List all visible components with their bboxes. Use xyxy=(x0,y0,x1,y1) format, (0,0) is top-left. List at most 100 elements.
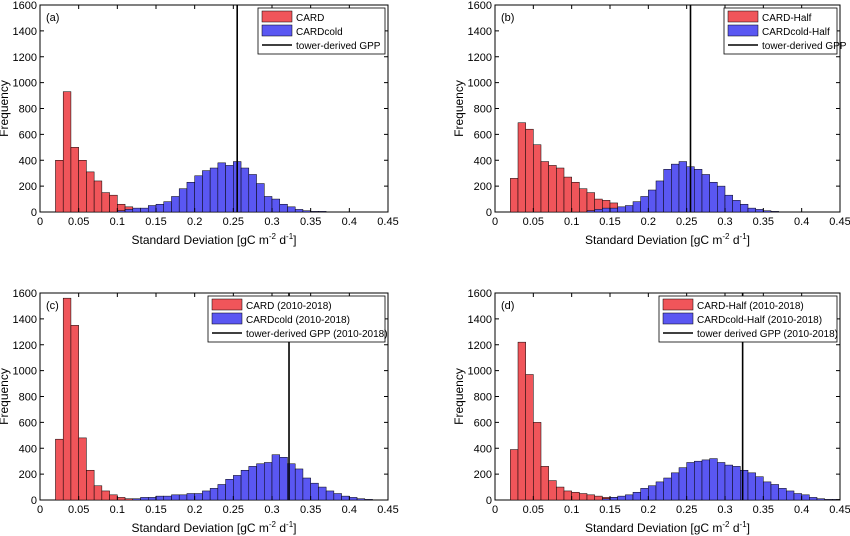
legend-swatch xyxy=(662,312,694,325)
legend-entry: CARDcold xyxy=(296,27,343,38)
histogram-bar xyxy=(663,169,672,213)
histogram-bar xyxy=(240,469,250,501)
histogram-bar xyxy=(778,488,787,501)
x-axis-label-part: -2 xyxy=(722,520,730,529)
histogram-bar xyxy=(586,494,595,501)
y-tick-label: 200 xyxy=(474,469,492,481)
legend-entry: CARD xyxy=(296,13,324,24)
histogram-bar xyxy=(194,493,203,501)
histogram-bar xyxy=(717,462,726,501)
x-tick-label: 0.4 xyxy=(342,216,357,228)
x-tick-label: 0.05 xyxy=(68,504,89,516)
histogram-bar xyxy=(140,497,149,501)
histogram-bar xyxy=(233,475,242,501)
histogram-bar xyxy=(786,490,795,501)
histogram-bar xyxy=(302,210,311,213)
x-tick-label: 0.45 xyxy=(829,504,850,516)
histogram-bar xyxy=(609,207,618,213)
histogram-bar xyxy=(709,181,718,213)
histogram-bar xyxy=(824,499,833,501)
histogram-bar xyxy=(594,495,603,501)
y-tick-label: 1600 xyxy=(468,288,492,300)
histogram-bar xyxy=(640,196,649,213)
histogram-bar xyxy=(294,209,304,213)
histogram-bar xyxy=(571,181,580,213)
x-tick-label: 0.2 xyxy=(641,504,656,516)
histogram-bar xyxy=(70,325,79,501)
histogram-bar xyxy=(655,180,664,213)
y-axis-label: Frequency xyxy=(0,368,11,425)
histogram-bar xyxy=(217,484,226,501)
y-tick-label: 1400 xyxy=(13,314,37,326)
histogram-bar xyxy=(678,467,687,501)
chart-panel-4: 0 0.05 0.1 0.15 0.2 0.25 0.3 0.35 0.4 0.45 0 200 400… xyxy=(452,288,850,535)
y-axis-label: Frequency xyxy=(0,80,11,137)
y-tick-label: 600 xyxy=(19,129,37,141)
histogram-bar xyxy=(770,484,779,501)
histogram-bar xyxy=(747,207,756,213)
histogram-bar xyxy=(625,494,634,501)
x-tick-label: 0.25 xyxy=(676,216,697,228)
x-tick-label: 0.45 xyxy=(377,216,398,228)
legend-entry: tower derived GPP (2010-2018) xyxy=(697,329,838,340)
x-tick-label: 0.15 xyxy=(145,504,166,516)
y-tick-label: 0 xyxy=(486,207,492,219)
x-axis-label: Standard Deviation [gC m-2 d-1] xyxy=(585,520,750,535)
histogram-bar xyxy=(740,203,749,213)
x-tick-label: 0 xyxy=(37,504,43,516)
histogram-bar xyxy=(671,163,680,213)
y-tick-label: 1000 xyxy=(13,366,37,378)
legend-entry: CARDcold (2010-2018) xyxy=(246,315,350,326)
y-tick-label: 800 xyxy=(474,392,492,404)
panel-label: (c) xyxy=(46,300,59,312)
histogram-bar xyxy=(617,495,626,501)
legend: CARD CARDcold tower-derived GPP xyxy=(257,7,386,55)
x-tick-label: 0 xyxy=(37,216,43,228)
legend-entry: tower-derived GPP xyxy=(296,41,381,52)
histogram-bar xyxy=(256,463,265,501)
y-tick-label: 200 xyxy=(19,181,37,193)
histogram-bar xyxy=(525,374,534,501)
y-axis-label: Frequency xyxy=(452,368,466,425)
histogram-bar xyxy=(171,196,180,213)
x-axis-label-part: ] xyxy=(747,233,750,247)
y-tick-label: 600 xyxy=(19,417,37,429)
histogram-bar xyxy=(763,481,772,501)
histogram-bar xyxy=(325,490,335,501)
histogram-bar xyxy=(294,468,304,501)
histogram-bar xyxy=(264,196,273,213)
histogram-bar xyxy=(202,490,211,501)
y-tick-label: 0 xyxy=(31,207,37,219)
histogram-bar xyxy=(109,194,118,213)
histogram-bar xyxy=(271,198,280,213)
legend-entry: CARD-Half (2010-2018) xyxy=(697,301,804,312)
x-tick-label: 0 xyxy=(492,504,498,516)
histogram-bar xyxy=(717,185,726,213)
histogram-bar xyxy=(225,479,234,501)
histogram-bar xyxy=(793,493,802,501)
histogram-bar xyxy=(279,457,288,501)
histogram-bar xyxy=(333,493,342,501)
legend: CARD (2010-2018) CARDcold (2010-2018) towe… xyxy=(207,295,388,343)
histogram-bar xyxy=(510,449,519,501)
y-tick-label: 800 xyxy=(474,104,492,116)
histogram-bar xyxy=(732,200,741,213)
histogram-bar xyxy=(186,181,195,213)
histogram-bar xyxy=(271,454,280,501)
x-axis-label-part: d xyxy=(730,521,740,535)
histogram-bar xyxy=(724,194,733,213)
y-tick-label: 1000 xyxy=(13,78,37,90)
histogram-bar xyxy=(609,497,618,501)
x-axis-label-part: Standard Deviation [gC m xyxy=(131,233,268,247)
histogram-bar xyxy=(62,297,72,501)
y-tick-label: 1600 xyxy=(13,0,37,12)
x-axis-label: Standard Deviation [gC m-2 d-1] xyxy=(131,520,296,535)
chart-panel-2: 0 0.05 0.1 0.15 0.2 0.25 0.3 0.35 0.4 0.45 0 200 400… xyxy=(452,0,850,247)
x-tick-label: 0.3 xyxy=(264,216,279,228)
x-tick-label: 0.1 xyxy=(110,504,125,516)
histogram-bar xyxy=(732,466,741,501)
histogram-bar xyxy=(648,189,657,213)
legend-entry: CARDcold-Half xyxy=(762,27,830,38)
x-axis-label: Standard Deviation [gC m-2 d-1] xyxy=(131,232,296,247)
histogram-bar xyxy=(579,493,588,501)
